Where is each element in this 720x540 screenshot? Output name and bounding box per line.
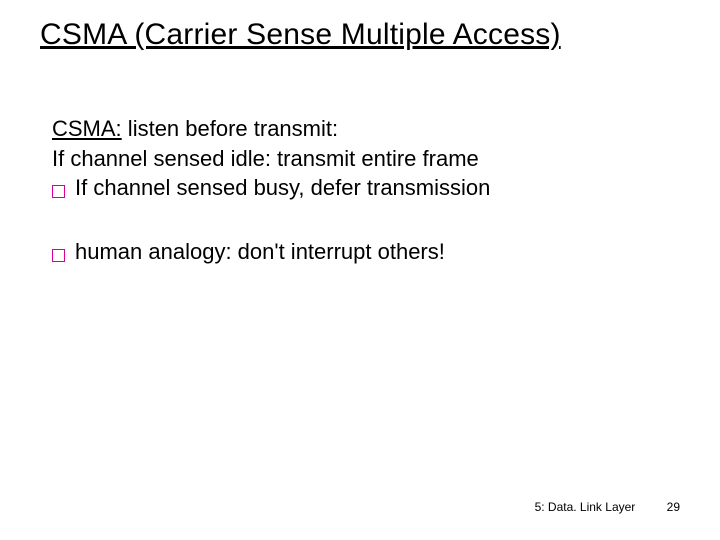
slide-footer: 5: Data. Link Layer 29 bbox=[535, 500, 680, 514]
slide-title: CSMA (Carrier Sense Multiple Access) bbox=[40, 18, 680, 52]
line-4-text: human analogy: don't interrupt others! bbox=[75, 237, 445, 267]
paragraph-gap bbox=[52, 203, 680, 237]
slide-body: CSMA: listen before transmit: If channel… bbox=[40, 114, 680, 267]
body-line-2: If channel sensed idle: transmit entire … bbox=[52, 144, 680, 174]
line-3-text: If channel sensed busy, defer transmissi… bbox=[75, 173, 490, 203]
body-line-4: human analogy: don't interrupt others! bbox=[52, 237, 680, 267]
line-2-text: If channel sensed idle: transmit entire … bbox=[52, 144, 479, 174]
footer-page-number: 29 bbox=[667, 500, 680, 514]
line-1-rest: listen before transmit: bbox=[122, 116, 338, 141]
square-bullet-icon bbox=[52, 249, 65, 262]
csma-keyword: CSMA: bbox=[52, 116, 122, 141]
body-line-1: CSMA: listen before transmit: bbox=[52, 114, 680, 144]
square-bullet-icon bbox=[52, 185, 65, 198]
footer-chapter: 5: Data. Link Layer bbox=[535, 500, 636, 514]
body-line-3: If channel sensed busy, defer transmissi… bbox=[52, 173, 680, 203]
